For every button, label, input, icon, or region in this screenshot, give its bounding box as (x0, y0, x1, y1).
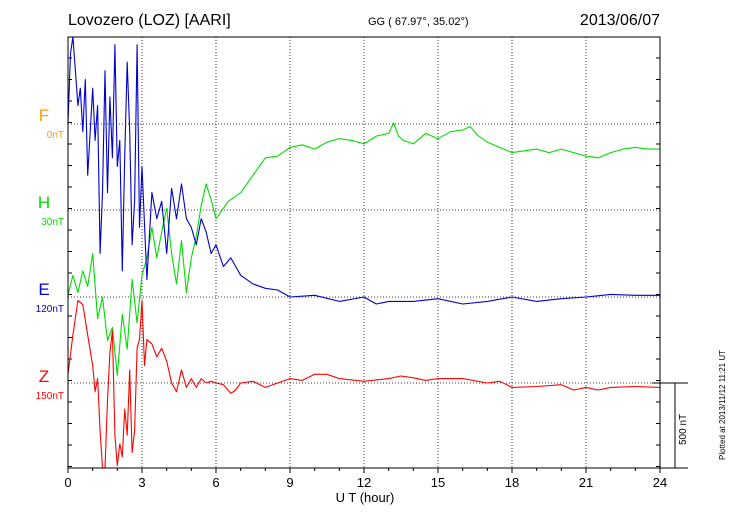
x-tick-label-15: 15 (431, 475, 445, 490)
plot-frame (67, 36, 661, 469)
x-tick-label-12: 12 (357, 475, 371, 490)
component-label-e: E (38, 280, 50, 299)
x-axis-label: U T (hour) (335, 490, 395, 505)
ticks: 0 3 6 9 12 15 18 21 24 (64, 57, 667, 490)
station-title: Lovozero (LOZ) [AARI] (68, 12, 231, 29)
date-label: 2013/06/07 (579, 12, 660, 29)
component-label-z: Z (38, 367, 50, 386)
series-line-z (67, 299, 661, 469)
station-coordinates: GG ( 67.97°, 35.02°) (368, 16, 469, 28)
plotted-timestamp: Plotted at 2013/11/12 11:21 UT (718, 349, 727, 460)
series-line-h (67, 122, 660, 376)
component-scale-f: 0nT (46, 130, 64, 141)
scale-bar-label: 500 nT (678, 413, 689, 445)
series-line-e (67, 36, 660, 305)
scale-bar (652, 382, 688, 469)
x-tick-label-21: 21 (579, 475, 593, 490)
component-scale-h: 30nT (41, 217, 64, 228)
component-scale-e: 120nT (35, 304, 64, 315)
series-group (67, 36, 661, 469)
x-tick-label-3: 3 (138, 475, 145, 490)
x-tick-label-18: 18 (505, 475, 519, 490)
grid (68, 37, 660, 468)
x-tick-label-0: 0 (64, 475, 71, 490)
x-tick-label-9: 9 (286, 475, 293, 490)
component-scale-z: 150nT (35, 391, 64, 402)
component-label-f: F (38, 106, 50, 125)
component-label-h: H (37, 193, 51, 212)
x-tick-label-24: 24 (653, 475, 667, 490)
x-tick-label-6: 6 (212, 475, 219, 490)
